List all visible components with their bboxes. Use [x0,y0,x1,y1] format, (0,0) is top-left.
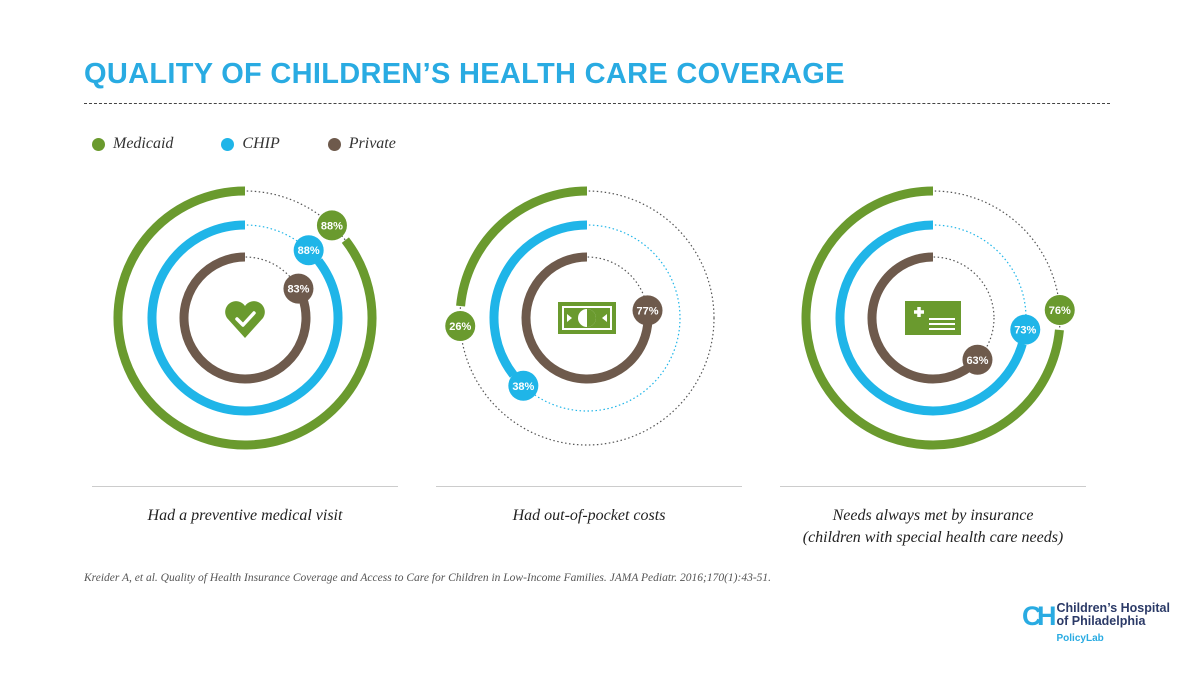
value-label: 88% [321,220,343,232]
legend-dot [92,137,105,151]
chop-logo: C H Children’s Hospital of Philadelphia P… [1022,602,1170,645]
divider [436,486,742,487]
legend-item-private: Private [327,135,396,153]
track-dotted [871,256,995,380]
bar-medicaid [456,186,588,307]
bar-medicaid [113,186,377,450]
bar-private [867,252,974,384]
caption-out-of-pocket: Had out-of-pocket costs [512,507,666,524]
caption-needs-met: Needs always met by insurance (children w… [802,507,1064,546]
source-citation: Kreider A, et al. Quality of Health Insu… [84,572,772,584]
legend-dot [327,137,341,151]
legend-label: Medicaid [113,135,174,152]
logo-mark: C H [1022,601,1056,631]
value-label: 38% [512,381,534,393]
value-badge [508,370,539,401]
value-badge [1010,314,1041,345]
legend-label: CHIP [242,135,280,152]
track-dotted [493,224,681,412]
radial-chart-0: 88% 88% 83% [113,186,377,450]
value-label: 63% [966,355,988,367]
radial-chart-1: 26% 38% 77% [445,186,715,446]
value-badge [632,295,663,326]
heart-check-icon [225,301,265,338]
value-badge [1044,295,1075,326]
caption-preventive-visit: Had a preventive medical visit [147,507,343,524]
page-title: QUALITY OF CHILDREN’S HEALTH CARE COVERA… [84,58,845,90]
bar-chip [489,220,588,378]
value-badge [962,344,993,375]
bar-chip [835,220,1027,416]
legend-item-chip: CHIP [221,135,280,153]
legend-label: Private [348,135,396,152]
value-label: 83% [287,284,309,296]
money-bill-icon [558,302,616,334]
legend-dot [221,137,235,151]
value-badge [283,273,314,304]
value-label: 88% [298,245,320,257]
value-label: 76% [1049,305,1071,317]
divider [92,486,398,487]
bar-chip [147,220,343,416]
insurance-card-icon [905,301,961,335]
value-label: 73% [1014,325,1036,337]
value-label: 77% [637,305,659,317]
track-dotted [459,190,715,446]
bar-medicaid [801,186,1064,450]
legend: Medicaid CHIP Private [92,135,396,153]
value-label: 26% [449,321,471,333]
divider [780,486,1086,487]
radial-chart-2: 76% 73% 63% [801,186,1075,450]
value-badge [293,235,324,266]
bar-private [179,252,311,384]
title-divider [84,103,1110,104]
bar-private [521,252,653,384]
value-badge [445,310,476,341]
value-badge [316,210,347,241]
logo-text: Children’s Hospital of Philadelphia Polic… [1056,601,1170,645]
legend-item-medicaid: Medicaid [92,135,173,153]
